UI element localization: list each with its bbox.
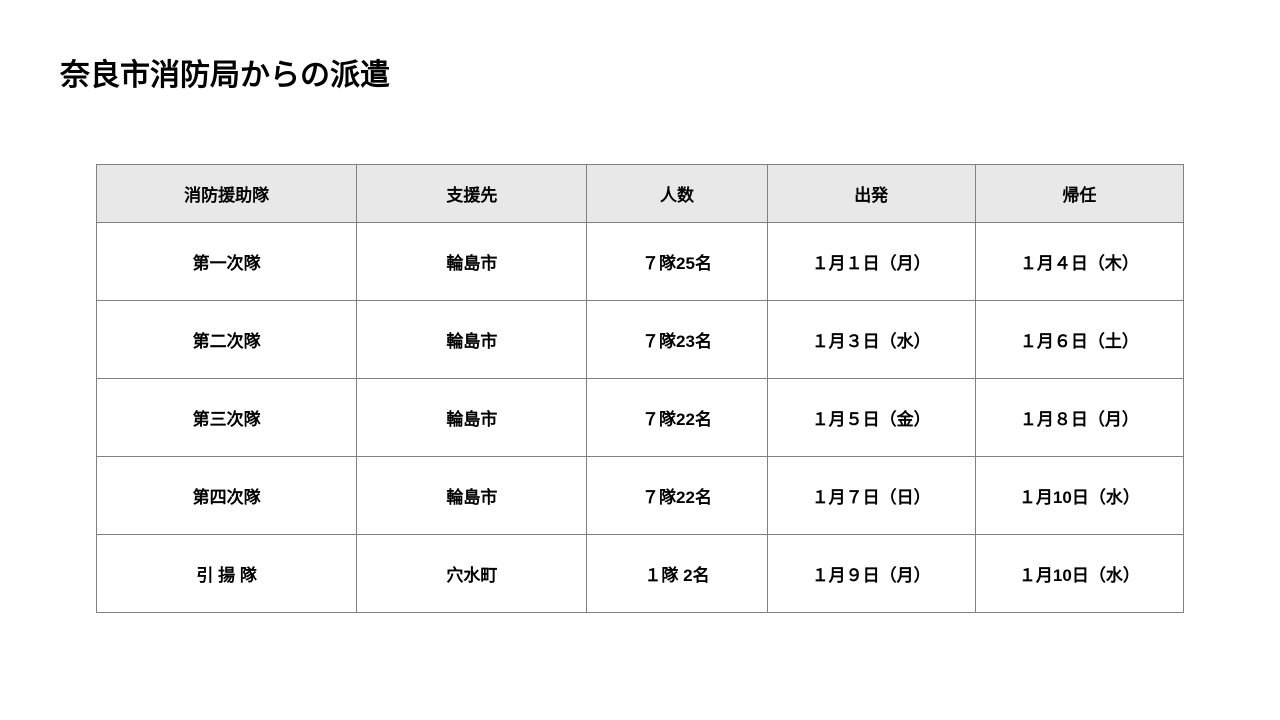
cell-departure: １月５日（金） <box>767 379 975 457</box>
cell-departure: １月７日（日） <box>767 457 975 535</box>
table-header-row: 消防援助隊 支援先 人数 出発 帰任 <box>97 165 1184 223</box>
cell-return: １月10日（水） <box>975 535 1183 613</box>
dispatch-table-container: 消防援助隊 支援先 人数 出発 帰任 第一次隊 輪島市 ７隊25名 １月１日（月… <box>60 164 1220 613</box>
col-header-team: 消防援助隊 <box>97 165 357 223</box>
cell-departure: １月９日（月） <box>767 535 975 613</box>
table-row: 第四次隊 輪島市 ７隊22名 １月７日（日） １月10日（水） <box>97 457 1184 535</box>
cell-destination: 輪島市 <box>357 301 587 379</box>
cell-team: 第二次隊 <box>97 301 357 379</box>
cell-return: １月８日（月） <box>975 379 1183 457</box>
col-header-departure: 出発 <box>767 165 975 223</box>
cell-team: 引 揚 隊 <box>97 535 357 613</box>
cell-count: ７隊22名 <box>587 457 767 535</box>
cell-departure: １月１日（月） <box>767 223 975 301</box>
col-header-count: 人数 <box>587 165 767 223</box>
dispatch-table: 消防援助隊 支援先 人数 出発 帰任 第一次隊 輪島市 ７隊25名 １月１日（月… <box>96 164 1184 613</box>
table-row: 第三次隊 輪島市 ７隊22名 １月５日（金） １月８日（月） <box>97 379 1184 457</box>
col-header-destination: 支援先 <box>357 165 587 223</box>
cell-return: １月10日（水） <box>975 457 1183 535</box>
cell-return: １月４日（木） <box>975 223 1183 301</box>
cell-return: １月６日（土） <box>975 301 1183 379</box>
cell-team: 第三次隊 <box>97 379 357 457</box>
table-row: 第一次隊 輪島市 ７隊25名 １月１日（月） １月４日（木） <box>97 223 1184 301</box>
cell-destination: 穴水町 <box>357 535 587 613</box>
cell-count: ７隊22名 <box>587 379 767 457</box>
page-title: 奈良市消防局からの派遣 <box>60 50 1220 94</box>
cell-count: ７隊23名 <box>587 301 767 379</box>
cell-count: ７隊25名 <box>587 223 767 301</box>
cell-destination: 輪島市 <box>357 223 587 301</box>
table-row: 引 揚 隊 穴水町 １隊 2名 １月９日（月） １月10日（水） <box>97 535 1184 613</box>
table-row: 第二次隊 輪島市 ７隊23名 １月３日（水） １月６日（土） <box>97 301 1184 379</box>
cell-departure: １月３日（水） <box>767 301 975 379</box>
cell-destination: 輪島市 <box>357 457 587 535</box>
cell-count: １隊 2名 <box>587 535 767 613</box>
cell-team: 第一次隊 <box>97 223 357 301</box>
cell-team: 第四次隊 <box>97 457 357 535</box>
col-header-return: 帰任 <box>975 165 1183 223</box>
cell-destination: 輪島市 <box>357 379 587 457</box>
